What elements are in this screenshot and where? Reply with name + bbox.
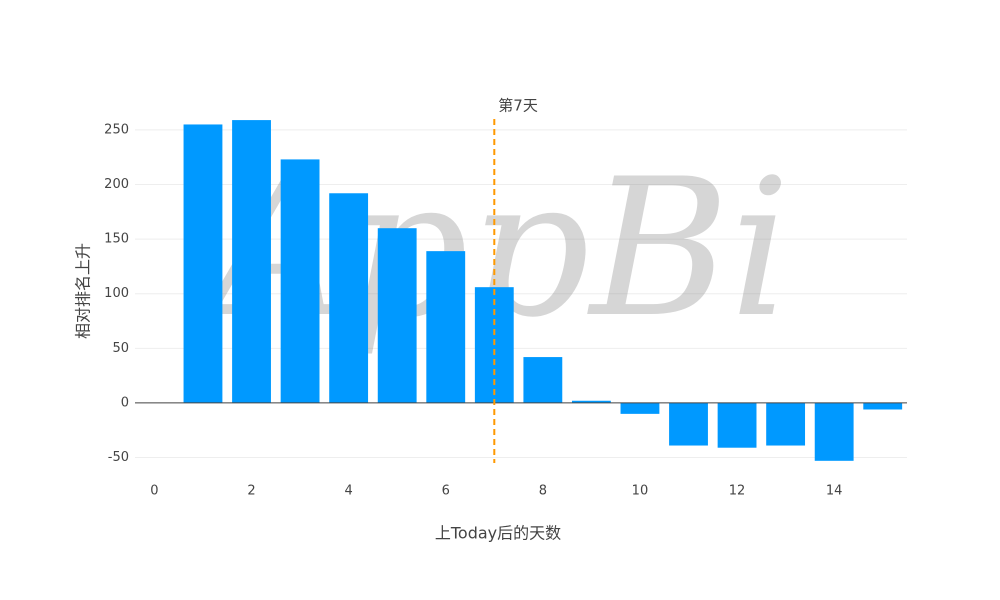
bar	[571, 400, 611, 403]
bar	[377, 228, 417, 403]
bar	[232, 120, 271, 403]
bar	[329, 193, 369, 403]
bar	[280, 159, 320, 403]
x-tick-label: 2	[247, 484, 255, 499]
x-tick-label: 0	[150, 484, 158, 499]
y-tick-label: 100	[104, 286, 129, 301]
annotation: 第7天	[498, 97, 538, 115]
y-axis-label: 相对排名上升	[74, 243, 93, 339]
bar	[814, 402, 854, 461]
y-tick-label: 250	[104, 122, 129, 137]
x-tick-label: 14	[826, 484, 843, 499]
y-tick-label: -50	[108, 450, 129, 465]
bar	[523, 357, 563, 403]
x-tick-label: 8	[539, 484, 547, 499]
x-tick-label: 4	[344, 484, 352, 499]
x-tick-label: 6	[442, 484, 450, 499]
bar	[669, 402, 708, 446]
x-tick-label: 10	[632, 484, 649, 499]
bar	[620, 402, 660, 414]
bar	[426, 251, 466, 403]
x-axis-label: 上Today后的天数	[435, 524, 561, 543]
bar	[717, 402, 757, 448]
bar	[766, 402, 806, 446]
bar	[183, 124, 223, 403]
y-tick-label: 50	[112, 341, 129, 356]
x-tick-label: 12	[729, 484, 746, 499]
bar	[863, 402, 903, 410]
y-tick-label: 200	[104, 177, 129, 192]
y-tick-label: 150	[104, 232, 129, 247]
y-tick-label: 0	[121, 395, 129, 410]
